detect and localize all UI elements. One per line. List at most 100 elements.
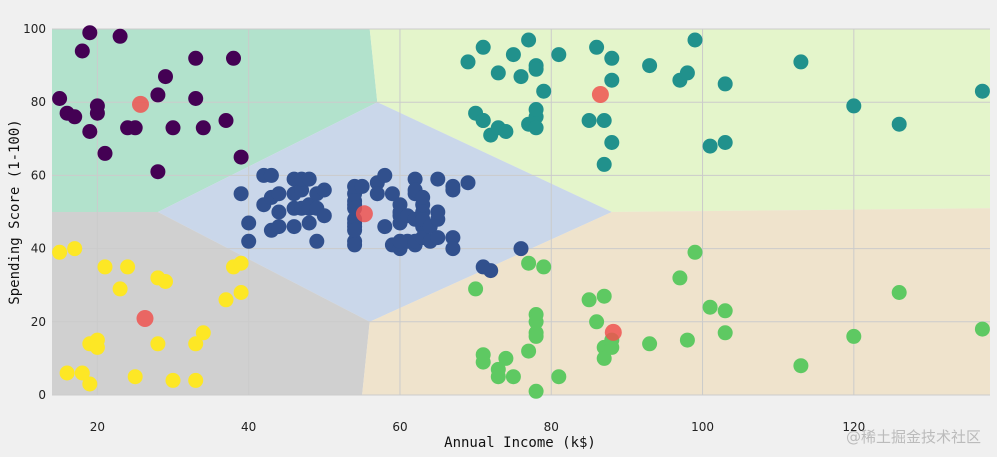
data-point-cluster-4 [717,325,733,341]
data-point-cluster-2 [430,171,446,187]
data-point-cluster-2 [286,219,302,235]
data-point-cluster-5 [233,285,249,300]
data-point-cluster-2 [384,186,400,202]
data-point-cluster-1 [218,113,234,128]
data-point-cluster-4 [490,361,506,377]
data-point-cluster-4 [475,354,491,370]
data-point-cluster-4 [672,270,688,286]
data-point-cluster-3 [581,113,597,128]
data-point-cluster-3 [460,54,476,70]
data-point-cluster-2 [271,219,287,235]
data-point-cluster-3 [536,83,552,99]
data-point-cluster-5 [97,259,113,275]
data-point-cluster-4 [687,244,703,260]
data-point-cluster-3 [475,39,491,55]
region-1 [52,29,378,212]
data-point-cluster-5 [195,325,211,341]
data-point-cluster-1 [112,28,128,44]
data-point-cluster-3 [596,156,612,172]
data-point-cluster-3 [702,138,718,154]
data-points [52,25,990,399]
data-point-cluster-4 [679,332,695,348]
x-axis-label: Annual Income (k$) [444,435,596,451]
data-point-cluster-1 [233,149,249,165]
data-point-cluster-1 [150,164,166,180]
data-point-cluster-5 [188,336,204,352]
data-point-cluster-3 [679,65,695,81]
data-point-cluster-1 [74,43,90,59]
x-tick-label: 100 [691,420,714,434]
data-point-cluster-5 [127,369,143,385]
data-point-cluster-2 [271,186,287,202]
data-point-cluster-3 [687,32,703,48]
data-point-cluster-5 [82,376,98,392]
data-point-cluster-4 [528,314,544,330]
data-point-cluster-5 [165,372,181,388]
data-point-cluster-3 [513,69,529,85]
data-point-cluster-3 [528,102,544,117]
watermark-text: @稀土掘金技术社区 [845,428,981,446]
data-point-cluster-2 [309,233,325,249]
data-point-cluster-3 [528,120,544,136]
data-point-cluster-3 [475,113,491,128]
grid-lines [52,28,990,396]
y-tick-label: 40 [31,242,46,256]
data-point-cluster-2 [407,171,423,187]
data-point-cluster-4 [536,259,552,275]
data-point-cluster-3 [717,135,733,150]
data-point-cluster-3 [596,113,612,128]
data-point-cluster-3 [793,54,809,70]
data-point-cluster-2 [445,241,461,257]
data-point-cluster-5 [89,339,105,355]
data-point-cluster-5 [158,274,173,289]
data-point-cluster-2 [377,167,393,183]
data-point-cluster-2 [460,175,476,191]
y-tick-label: 20 [31,315,46,329]
data-point-cluster-2 [241,233,257,249]
data-point-cluster-3 [490,65,506,81]
data-point-cluster-4 [717,303,733,319]
data-point-cluster-1 [188,91,204,106]
data-point-cluster-5 [150,336,166,352]
data-point-cluster-4 [521,255,537,271]
data-point-cluster-2 [445,182,461,198]
data-point-cluster-2 [263,167,279,183]
data-point-cluster-4 [528,328,544,344]
data-point-cluster-4 [551,369,567,385]
data-point-cluster-4 [505,369,521,385]
centroids [132,86,622,341]
data-point-cluster-4 [581,292,597,308]
data-point-cluster-4 [521,343,537,359]
data-point-cluster-1 [52,91,68,106]
data-point-cluster-2 [294,182,310,198]
data-point-cluster-2 [241,215,257,231]
x-tick-label: 120 [842,420,865,434]
data-point-cluster-5 [74,365,90,381]
data-point-cluster-2 [301,171,317,187]
data-point-cluster-4 [974,321,990,337]
y-tick-label: 80 [31,95,46,109]
data-point-cluster-4 [498,350,514,366]
data-point-cluster-2 [301,215,317,231]
data-point-cluster-3 [642,58,658,74]
centroid-marker [604,323,622,341]
data-point-cluster-2 [271,204,287,220]
data-point-cluster-1 [195,120,211,136]
data-point-cluster-1 [82,25,98,41]
data-point-cluster-2 [316,182,332,198]
data-point-cluster-2 [415,189,431,205]
data-point-cluster-3 [604,135,620,150]
data-point-cluster-3 [528,61,544,77]
data-point-cluster-1 [188,50,204,66]
data-point-cluster-1 [165,120,181,136]
centroid-marker [355,205,373,223]
data-point-cluster-2 [347,222,363,238]
data-point-cluster-4 [596,350,612,366]
data-point-cluster-1 [127,120,143,136]
data-point-cluster-5 [59,365,75,381]
data-point-cluster-3 [551,47,567,63]
data-point-cluster-3 [974,83,990,99]
y-axis-label: Spending Score (1-100) [7,119,23,304]
